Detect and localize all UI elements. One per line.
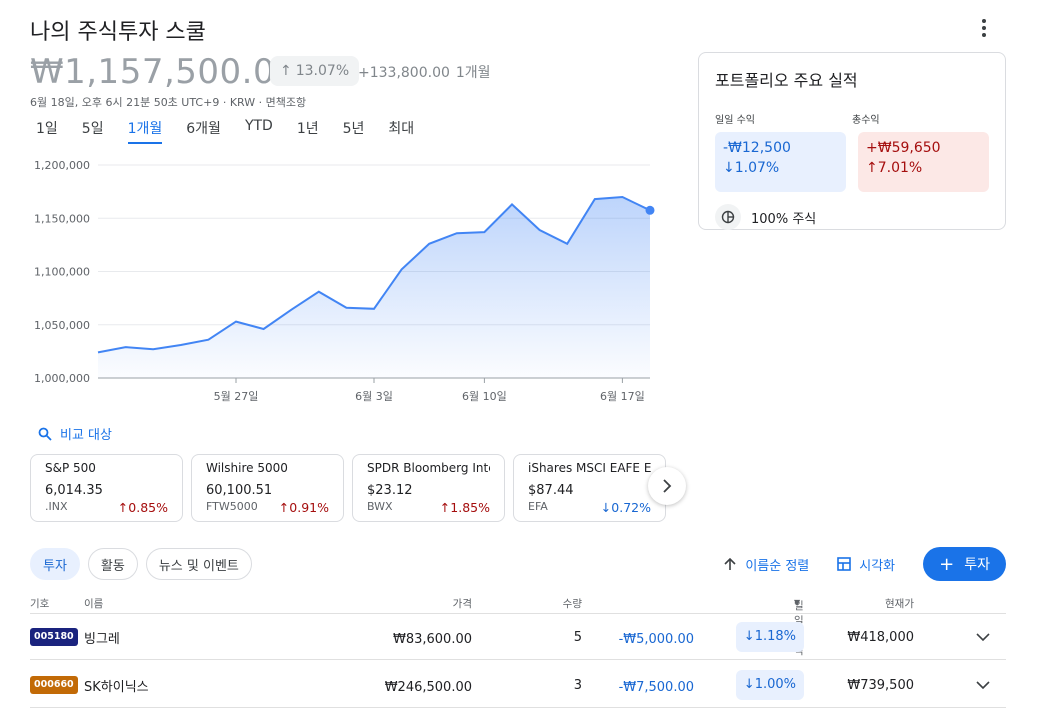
pie-chart-icon [715,204,741,230]
sort-button[interactable]: 이름순 정렬 [723,555,809,574]
stock-qty: 5 [573,630,582,645]
change-percent-badge: ↑ 13.07% [270,56,360,86]
stock-value: ₩418,000 [847,630,914,645]
table-row[interactable]: 005180 빙그레 ₩83,600.00 5 -₩5,000.00 ↓1.18… [30,614,1006,660]
total-gain-box: +₩59,650 ↑7.01% [858,132,989,192]
stock-price: ₩246,500.00 [384,680,472,695]
holdings-table-header: 기호 이름 가격 수량 일일 수익 ▼ 현재가 [30,594,1006,657]
arrow-up-icon: ↑ [278,500,290,515]
stock-daily-pct: ↓1.18% [735,622,804,652]
compare-link[interactable]: 비교 대상 [38,424,112,443]
timestamp: 6월 18일, 오후 6시 21분 50초 UTC+9 · KRW · 면책조항 [30,96,307,109]
range-max[interactable]: 최대 [388,121,415,137]
range-5y[interactable]: 5년 [342,121,365,137]
chevron-right-icon [663,479,672,493]
y-tick-label: 1,000,000 [34,372,90,385]
arrow-down-icon: ↓ [743,629,755,644]
range-1y[interactable]: 1년 [296,121,319,137]
stock-qty: 3 [573,678,582,693]
col-price: 가격 [452,598,472,610]
stock-price: ₩83,600.00 [392,632,472,647]
daily-gain-label: 일일 수익 [715,115,755,126]
range-1d[interactable]: 1일 [36,121,58,137]
arrow-down-icon: ↓ [723,160,735,176]
plus-icon: + [939,553,955,575]
col-name: 이름 [84,598,104,610]
ticker-badge: 000660 [30,676,78,694]
stock-name[interactable]: 빙그레 [84,632,120,647]
y-tick-label: 1,150,000 [34,212,90,225]
y-tick-label: 1,200,000 [34,159,90,172]
invest-button[interactable]: + 투자 [923,547,1006,581]
chevron-down-icon[interactable] [974,676,992,694]
ticker-badge: 005180 [30,628,78,646]
allocation-row: 100% 주식 [715,204,989,230]
tab-news-events[interactable]: 뉴스 및 이벤트 [145,548,252,580]
y-tick-label: 1,100,000 [34,266,90,279]
grid-icon [837,557,852,571]
search-icon [38,427,52,441]
compare-card-wilshire[interactable]: Wilshire 5000 60,100.51 FTW5000 ↑0.91% [191,454,344,522]
compare-cards: S&P 500 6,014.35 .INX ↑0.85% Wilshire 500… [30,454,666,522]
range-5d[interactable]: 5일 [81,121,104,137]
range-tabs: 1일 5일 1개월 6개월 YTD 1년 5년 최대 [36,118,438,144]
portfolio-value: ₩1,157,500.00 [30,52,298,92]
y-tick-label: 1,050,000 [34,319,90,332]
arrow-up-icon: ↑ [866,160,878,176]
visualize-button[interactable]: 시각화 [837,555,895,574]
x-tick-label: 6월 3일 [355,389,393,403]
compare-card-bwx[interactable]: SPDR Bloomberg Intern... $23.12 BWX↑1.85… [352,454,505,522]
x-tick-label: 6월 10일 [462,389,507,403]
stock-daily-gain: -₩5,000.00 [618,632,694,647]
sort-desc-icon: ▼ [794,598,801,607]
table-row[interactable]: 000660 SK하이닉스 ₩246,500.00 3 -₩7,500.00 ↓… [30,662,1006,708]
chart-line [97,195,651,354]
page-title: 나의 주식투자 스쿨 [30,20,206,45]
range-1m[interactable]: 1개월 [127,118,163,144]
stock-value: ₩739,500 [847,678,914,693]
next-cards-button[interactable] [648,467,686,505]
compare-card-sp500[interactable]: S&P 500 6,014.35 .INX ↑0.85% [30,454,183,522]
chart-area [98,197,650,378]
stock-name[interactable]: SK하이닉스 [84,680,149,695]
tab-investments[interactable]: 투자 [30,548,80,580]
arrow-up-icon: ↑ [439,500,451,515]
arrow-down-icon: ↓ [600,500,612,515]
portfolio-highlights-card: 포트폴리오 주요 실적 일일 수익 총수익 -₩12,500 ↓1.07% +₩… [698,52,1006,230]
highlights-title: 포트폴리오 주요 실적 [715,71,858,90]
more-options-icon[interactable] [974,16,994,40]
holdings-actions: 이름순 정렬 시각화 + 투자 [723,547,1006,581]
col-value: 현재가 [885,598,914,610]
col-qty: 수량 [562,598,582,610]
holdings-tabs: 투자 활동 뉴스 및 이벤트 [30,548,252,580]
arrow-up-icon [724,557,736,570]
range-ytd[interactable]: YTD [244,118,273,134]
col-symbol: 기호 [30,598,50,610]
arrow-up-icon: ↑ [117,500,129,515]
tab-activity[interactable]: 활동 [87,548,138,580]
range-6m[interactable]: 6개월 [186,121,221,137]
daily-gain-box: -₩12,500 ↓1.07% [715,132,846,192]
data-point [645,205,655,215]
change-absolute: +133,800.00 1개월 [358,65,491,81]
stock-daily-gain: -₩7,500.00 [618,680,694,695]
portfolio-chart[interactable]: 1,000,000 1,050,000 1,100,000 1,150,000 1,20… [30,150,660,414]
x-tick-label: 6월 17일 [600,389,645,403]
compare-card-efa[interactable]: iShares MSCI EAFE ETF $87.44 EFA↓0.72% [513,454,666,522]
total-gain-label: 총수익 [852,115,880,126]
arrow-down-icon: ↓ [743,677,755,692]
x-tick-label: 5월 27일 [214,389,259,403]
arrow-up-icon: ↑ [280,63,292,79]
chevron-down-icon[interactable] [974,628,992,646]
stock-daily-pct: ↓1.00% [735,670,804,700]
